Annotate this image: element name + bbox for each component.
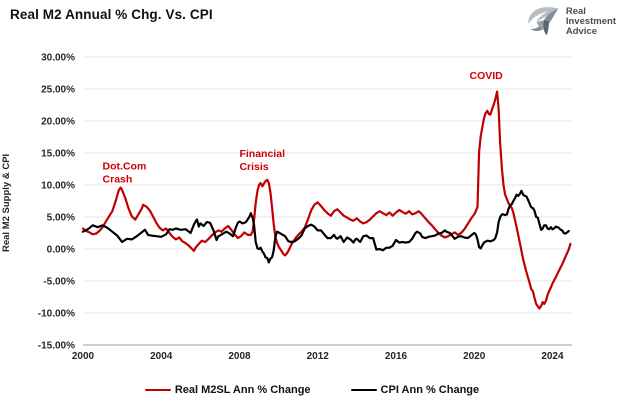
y-tick-label: -5.00% <box>43 277 75 288</box>
brand-line-2: Investment <box>565 15 616 27</box>
y-tick-label: -15.00% <box>38 341 75 352</box>
x-tick-label: 2004 <box>150 351 173 362</box>
brand-line-1: Real <box>565 5 586 17</box>
y-tick-label: 5.00% <box>47 213 75 224</box>
y-tick-label: 20.00% <box>41 117 75 128</box>
legend-swatch-real-m2sl <box>144 388 171 392</box>
x-tick-label: 2020 <box>463 351 486 362</box>
annotation-dot-com-crash: Dot.Com Crash <box>103 161 147 186</box>
x-tick-label: 2016 <box>385 351 408 362</box>
brand-logo: Real Investment Advice <box>525 5 616 39</box>
x-tick-label: 2000 <box>72 351 95 362</box>
eagle-icon <box>528 7 559 36</box>
y-tick-label: 10.00% <box>41 181 75 192</box>
legend-item-real-m2sl: Real M2SL Ann % Change <box>144 384 311 396</box>
y-tick-label: 15.00% <box>41 149 75 160</box>
legend-label: Real M2SL Ann % Change <box>174 384 311 396</box>
annotation-covid: COVID <box>470 70 504 82</box>
y-tick-label: -10.00% <box>38 309 75 320</box>
series-line-cpi <box>81 189 570 264</box>
x-tick-label: 2012 <box>307 351 330 362</box>
brand-name: Real Investment Advice <box>565 5 616 38</box>
legend-label: CPI Ann % Change <box>380 384 480 396</box>
legend-item-cpi: CPI Ann % Change <box>350 384 480 396</box>
series-line-real-m2sl <box>81 90 572 310</box>
y-tick-label: 30.00% <box>41 53 75 64</box>
y-tick-label: 0.00% <box>47 245 75 256</box>
x-tick-label: 2008 <box>228 351 251 362</box>
x-tick-label: 2024 <box>541 351 564 362</box>
y-tick-label: 25.00% <box>41 85 75 96</box>
chart-title: Real M2 Annual % Chg. Vs. CPI <box>10 7 213 22</box>
legend-swatch-cpi <box>350 388 377 392</box>
brand-line-3: Advice <box>565 26 597 38</box>
annotation-financial-crisis: Financial Crisis <box>239 148 285 173</box>
chart-legend: Real M2SL Ann % Change CPI Ann % Change <box>0 384 624 396</box>
